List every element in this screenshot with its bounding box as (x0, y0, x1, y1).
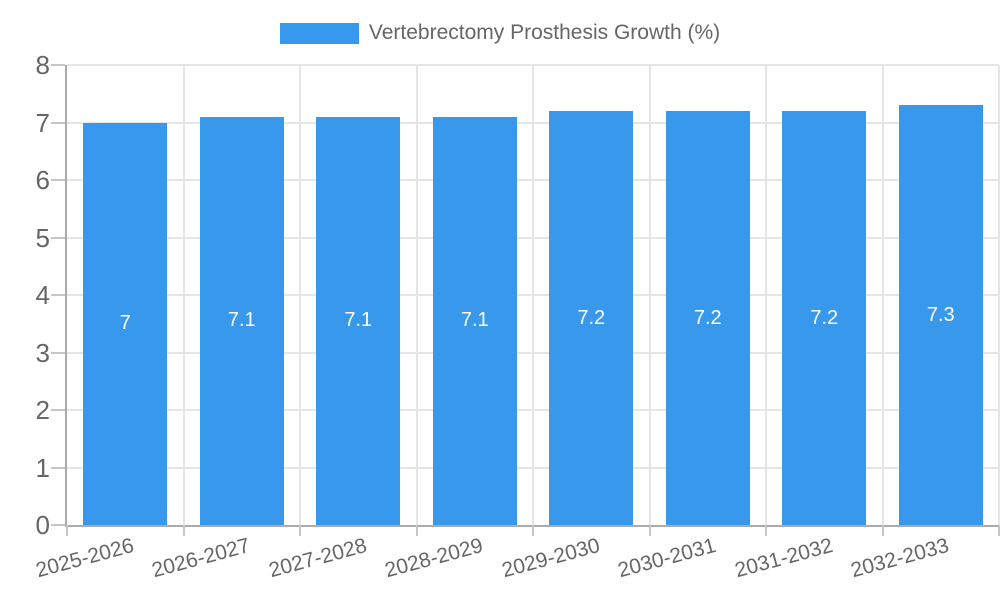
y-axis-tick-label: 8 (35, 50, 50, 80)
bar-category: 7.1 (417, 65, 534, 525)
y-axis-tick-label: 0 (35, 510, 50, 540)
bar[interactable]: 7.1 (316, 116, 401, 525)
bar-value-label: 7.1 (344, 309, 373, 332)
gridline-vertical (765, 65, 767, 525)
x-axis-tick-label: 2028-2029 (382, 534, 486, 583)
bar-value-label: 7 (119, 312, 131, 335)
y-tick-mark (51, 121, 65, 124)
y-tick-mark (51, 294, 65, 296)
y-tick-mark (51, 351, 65, 354)
x-tick-mark (66, 525, 68, 536)
gridline-vertical (881, 65, 884, 525)
x-axis-tick-label: 2030-2031 (615, 534, 719, 583)
gridline-vertical (415, 65, 418, 525)
y-axis-tick-label: 7 (35, 107, 50, 138)
y-axis-tick-label: 1 (35, 452, 50, 483)
y-axis-tick-label: 3 (35, 337, 50, 368)
bar-value-label: 7.2 (693, 306, 722, 329)
y-axis-labels: 0 1 2 3 4 5 6 7 8 (0, 52, 50, 538)
legend-swatch-icon (279, 22, 359, 44)
x-tick-mark (182, 525, 185, 536)
x-axis-tick-label: 2027-2028 (266, 534, 370, 583)
bar-value-label: 7.3 (926, 303, 955, 326)
x-tick-mark (881, 525, 884, 536)
bar-category: 7.1 (184, 65, 301, 525)
x-tick-mark (415, 525, 418, 536)
x-tick-mark (765, 525, 767, 536)
bar[interactable]: 7.2 (549, 111, 634, 525)
y-tick-mark (51, 524, 65, 526)
gridline-vertical (299, 65, 301, 525)
y-tick-mark (51, 409, 65, 411)
bar-category: 7.2 (766, 65, 883, 525)
bar-category: 7 (67, 65, 184, 525)
bar-value-label: 7.2 (577, 306, 606, 329)
x-tick-mark (648, 525, 651, 536)
y-axis-tick-label: 4 (35, 280, 50, 310)
x-tick-mark (998, 525, 1000, 536)
bar-category: 7.2 (533, 65, 650, 525)
bar-value-label: 7.2 (810, 306, 839, 329)
bar[interactable]: 7.3 (898, 105, 983, 525)
bar-value-label: 7.1 (460, 309, 489, 332)
y-tick-mark (51, 64, 65, 66)
bar-category: 7.2 (650, 65, 767, 525)
bar-category: 7.1 (300, 65, 417, 525)
y-tick-mark (51, 179, 65, 181)
bar-value-label: 7.1 (227, 309, 256, 332)
x-axis-tick-label: 2026-2027 (149, 534, 253, 583)
bar[interactable]: 7.1 (199, 116, 284, 525)
gridline-vertical (182, 65, 185, 525)
gridline-vertical (532, 65, 534, 525)
x-axis-tick-label: 2025-2026 (33, 534, 137, 583)
bar[interactable]: 7 (83, 122, 168, 525)
x-axis-tick-label: 2032-2033 (848, 534, 952, 583)
bar-category: 7.3 (883, 65, 1000, 525)
x-axis-tick-label: 2031-2032 (732, 534, 836, 583)
gridline-vertical (998, 65, 1000, 525)
bar[interactable]: 7.1 (432, 116, 517, 525)
plot-area: 7 7.1 7.1 7.1 7.2 7.2 7.2 7.3 (51, 64, 1000, 536)
legend-label: Vertebrectomy Prosthesis Growth (%) (368, 21, 721, 44)
gridline-vertical (648, 65, 651, 525)
y-axis-tick-label: 6 (35, 165, 50, 195)
x-tick-mark (532, 525, 534, 536)
x-axis-tick-label: 2029-2030 (499, 534, 603, 583)
y-tick-mark (51, 466, 65, 469)
y-axis-tick-label: 5 (35, 222, 50, 253)
y-axis-tick-label: 2 (35, 395, 50, 425)
x-tick-mark (299, 525, 301, 536)
bar-series: 7 7.1 7.1 7.1 7.2 7.2 7.2 7.3 (67, 65, 999, 525)
y-tick-mark (51, 236, 65, 239)
bar[interactable]: 7.2 (782, 111, 867, 525)
x-axis-labels: 2025-2026 2026-2027 2027-2028 2028-2029 2029… (33, 534, 999, 600)
bar[interactable]: 7.2 (665, 111, 750, 525)
chart-legend[interactable]: Vertebrectomy Prosthesis Growth (%) (0, 21, 1000, 45)
